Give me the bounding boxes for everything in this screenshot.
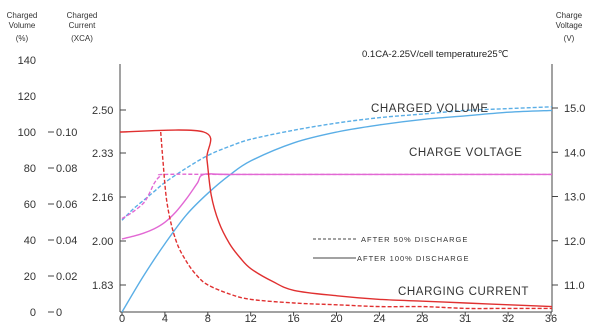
- x-tick-label: 24: [373, 313, 385, 324]
- charged-volume-tick-label: 60: [24, 199, 36, 211]
- charge-voltage-tick-label: 11.0: [564, 280, 585, 292]
- charged-volume-title-line2: Volume: [9, 21, 36, 30]
- cell-voltage-tick-label: 2.50: [92, 105, 113, 117]
- charged-volume-tick-label: 80: [24, 163, 36, 175]
- charged-current-unit: (XCA): [71, 34, 93, 43]
- x-tick-label: 12: [245, 313, 257, 324]
- left-axis-headers: Charged Volume (%) Charged Current (XCA): [7, 11, 98, 43]
- charge-voltage-title-line1: Charge: [556, 11, 583, 20]
- curves: [119, 106, 553, 313]
- x-tick-label: 16: [287, 313, 299, 324]
- charged-volume-tick-label: 0: [30, 307, 36, 319]
- charged-volume-tick-label: 120: [18, 91, 36, 103]
- charge-voltage-tick-label: 13.0: [564, 192, 585, 204]
- charge-voltage-curve-100pct-discharge: [121, 173, 552, 240]
- cell-voltage-tick-label: 2.16: [92, 192, 113, 204]
- charging-current-curve-50pct-discharge: [160, 131, 552, 310]
- charged-current-tick-label: 0.10: [56, 127, 77, 139]
- charged-volume-curve-100pct-discharge: [121, 109, 553, 313]
- charged-volume-curve-50pct-discharge: [121, 106, 553, 221]
- charged-current-tick-label: 0.02: [56, 271, 77, 283]
- cell-voltage-tick-label: 2.00: [92, 236, 113, 248]
- charged-volume-unit: (%): [16, 34, 29, 43]
- charged-current-tick-label: 0.04: [56, 235, 77, 247]
- test-condition: 0.1CA-2.25V/cell temperature25℃: [362, 49, 509, 60]
- legend: AFTER 50% DISCHARGE AFTER 100% DISCHARGE: [313, 235, 470, 263]
- charged-volume-title-line1: Charged: [7, 11, 38, 20]
- charge-voltage-title-line2: Voltage: [556, 21, 583, 30]
- x-tick-label: 0: [119, 313, 125, 324]
- charged-volume-label: CHARGED VOLUME: [371, 103, 489, 115]
- charging-current-label: CHARGING CURRENT: [398, 286, 529, 298]
- curve-labels: CHARGED VOLUME CHARGE VOLTAGE CHARGING C…: [371, 103, 529, 298]
- charged-volume-tick-label: 100: [18, 127, 36, 139]
- charged-current-tick-label: 0.08: [56, 163, 77, 175]
- x-tick-label: 31: [459, 313, 471, 324]
- charge-voltage-tick-label: 15.0: [564, 103, 585, 115]
- charge-voltage-curve-50pct-discharge: [121, 173, 552, 220]
- axis-ticks: 02040608010012014000.020.040.060.080.101…: [18, 55, 586, 324]
- x-tick-label: 20: [330, 313, 342, 324]
- charge-voltage-label: CHARGE VOLTAGE: [409, 147, 522, 159]
- charged-volume-tick-label: 40: [24, 235, 36, 247]
- charged-volume-tick-label: 20: [24, 271, 36, 283]
- charged-volume-tick-label: 140: [18, 55, 36, 67]
- charging-current-curve-100pct-discharge: [119, 129, 553, 308]
- cell-voltage-tick-label: 1.83: [92, 280, 113, 292]
- charged-current-title-line2: Current: [69, 21, 96, 30]
- charge-voltage-unit: (V): [564, 34, 575, 43]
- x-tick-label: 36: [545, 313, 557, 324]
- x-tick-label: 8: [205, 313, 211, 324]
- legend-solid-label: AFTER 100% DISCHARGE: [357, 254, 470, 263]
- cell-voltage-tick-label: 2.33: [92, 148, 113, 160]
- right-axis-header: Charge Voltage (V): [556, 11, 583, 43]
- charged-current-title-line1: Charged: [67, 11, 98, 20]
- x-tick-label: 32: [502, 313, 514, 324]
- x-tick-label: 4: [162, 313, 168, 324]
- charge-voltage-tick-label: 14.0: [564, 147, 585, 159]
- legend-dashed-label: AFTER 50% DISCHARGE: [361, 235, 468, 244]
- charge-voltage-tick-label: 12.0: [564, 236, 585, 248]
- x-tick-label: 28: [416, 313, 428, 324]
- test-condition-text: 0.1CA-2.25V/cell temperature25: [362, 49, 498, 60]
- charged-current-tick-label: 0.06: [56, 199, 77, 211]
- axes-frame: [119, 64, 553, 313]
- charged-current-tick-label: 0: [56, 307, 62, 319]
- test-condition-unit: ℃: [498, 49, 509, 60]
